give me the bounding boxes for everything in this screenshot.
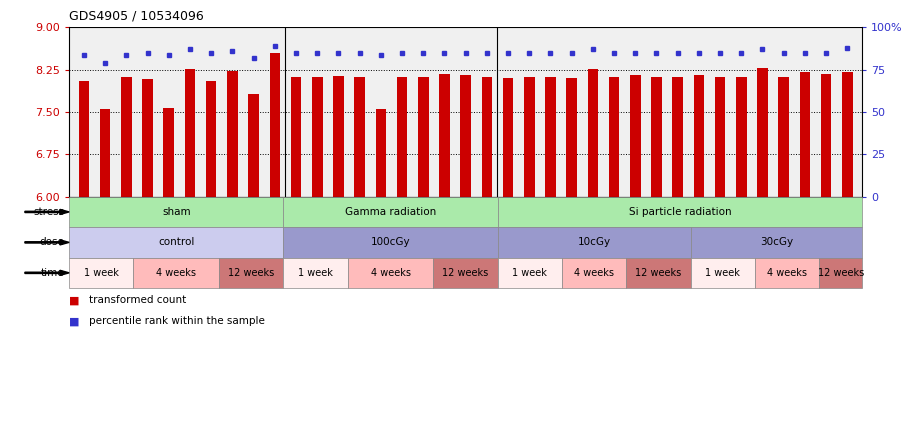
Bar: [651, 77, 662, 197]
Bar: [354, 77, 365, 197]
Bar: [290, 77, 301, 197]
Bar: [142, 80, 153, 197]
Bar: [312, 77, 323, 197]
Text: 100cGy: 100cGy: [371, 237, 410, 247]
Bar: [184, 69, 195, 197]
Bar: [566, 78, 577, 197]
Text: time: time: [41, 268, 65, 278]
Bar: [609, 77, 620, 197]
Bar: [269, 53, 280, 197]
Text: sham: sham: [162, 207, 191, 217]
Bar: [248, 94, 259, 197]
Bar: [439, 74, 450, 197]
Bar: [121, 77, 132, 197]
Text: GDS4905 / 10534096: GDS4905 / 10534096: [69, 9, 204, 22]
Text: 4 weeks: 4 weeks: [157, 268, 196, 278]
Bar: [460, 75, 471, 197]
Bar: [502, 78, 514, 197]
Text: 12 weeks: 12 weeks: [818, 268, 864, 278]
Text: ■: ■: [69, 316, 79, 327]
Bar: [163, 107, 174, 197]
Bar: [630, 75, 641, 197]
Bar: [227, 71, 238, 197]
Text: 4 weeks: 4 weeks: [574, 268, 614, 278]
Text: 12 weeks: 12 weeks: [635, 268, 681, 278]
Bar: [736, 77, 747, 197]
Bar: [757, 68, 768, 197]
Text: stress: stress: [33, 207, 65, 217]
Text: 1 week: 1 week: [298, 268, 333, 278]
Bar: [481, 77, 492, 197]
Text: 30cGy: 30cGy: [760, 237, 793, 247]
Bar: [693, 75, 704, 197]
Bar: [842, 72, 853, 197]
Text: dose: dose: [40, 237, 65, 247]
Text: 12 weeks: 12 weeks: [443, 268, 489, 278]
Text: Gamma radiation: Gamma radiation: [345, 207, 436, 217]
Bar: [799, 72, 810, 197]
Text: 4 weeks: 4 weeks: [371, 268, 410, 278]
Text: transformed count: transformed count: [89, 295, 186, 305]
Bar: [715, 77, 726, 197]
Bar: [524, 77, 535, 197]
Text: Si particle radiation: Si particle radiation: [629, 207, 731, 217]
Bar: [821, 74, 832, 197]
Bar: [418, 77, 429, 197]
Bar: [375, 109, 386, 197]
Text: 1 week: 1 week: [513, 268, 548, 278]
Text: 1 week: 1 week: [705, 268, 740, 278]
Text: ■: ■: [69, 295, 79, 305]
Bar: [100, 109, 111, 197]
Bar: [672, 77, 683, 197]
Bar: [333, 76, 344, 197]
Bar: [206, 81, 217, 197]
Text: percentile rank within the sample: percentile rank within the sample: [89, 316, 266, 327]
Bar: [545, 77, 556, 197]
Text: 1 week: 1 week: [84, 268, 119, 278]
Bar: [78, 81, 89, 197]
Bar: [778, 77, 789, 197]
Text: control: control: [158, 237, 195, 247]
Bar: [587, 69, 598, 197]
Text: 10cGy: 10cGy: [577, 237, 610, 247]
Text: 12 weeks: 12 weeks: [228, 268, 275, 278]
Text: 4 weeks: 4 weeks: [767, 268, 807, 278]
Bar: [396, 77, 408, 197]
